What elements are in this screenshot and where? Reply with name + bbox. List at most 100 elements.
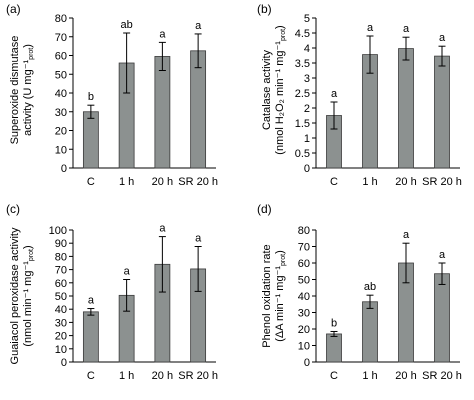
y-tick-label: 60 bbox=[55, 278, 67, 290]
y-tick-label: 30 bbox=[55, 107, 67, 119]
significance-letter: a bbox=[124, 266, 131, 278]
x-tick-label: C bbox=[87, 176, 95, 188]
y-axis-label-line: Guaiacol peroxidase activity bbox=[9, 227, 21, 364]
x-tick-label: 20 h bbox=[152, 370, 173, 382]
y-tick-label: 4.5 bbox=[295, 28, 310, 40]
y-axis-label-line: Superoxide dismutase bbox=[9, 36, 21, 145]
y-axis-label-line: activity (U mg⁻¹prot) bbox=[22, 44, 35, 136]
y-tick-label: 70 bbox=[55, 32, 67, 44]
y-tick-label: 50 bbox=[55, 69, 67, 81]
y-tick-label: 80 bbox=[55, 13, 67, 25]
y-tick-label: 4 bbox=[304, 43, 310, 55]
x-tick-label: 20 h bbox=[152, 176, 173, 188]
y-tick-label: 20 bbox=[55, 331, 67, 343]
y-tick-label: 2 bbox=[304, 103, 310, 115]
x-tick-label: C bbox=[330, 176, 338, 188]
y-tick-label: 10 bbox=[298, 341, 310, 353]
y-tick-label: 10 bbox=[55, 344, 67, 356]
y-tick-label: 1 bbox=[304, 133, 310, 145]
chart-panel-1: (a) 0 10 20 30 40 50 60 70 80 b Cab 1 h a 20 h a SR 20 h… bbox=[6, 2, 218, 188]
significance-letter: a bbox=[195, 20, 202, 32]
y-tick-label: 50 bbox=[55, 291, 67, 303]
bar bbox=[326, 333, 342, 363]
y-tick-label: 60 bbox=[55, 51, 67, 63]
bar bbox=[398, 48, 414, 169]
y-tick-label: 20 bbox=[55, 126, 67, 138]
x-tick-label: SR 20 h bbox=[178, 176, 218, 188]
significance-letter: b bbox=[331, 317, 337, 329]
bar bbox=[434, 55, 450, 169]
panel-label: (a) bbox=[6, 2, 21, 16]
chart-panel-4: (d) 0 10 20 30 40 50 60 70 80 b Cab 1 h a 20 h a SR 20 h… bbox=[257, 202, 462, 382]
significance-letter: ab bbox=[121, 19, 133, 31]
y-tick-label: 40 bbox=[55, 88, 67, 100]
y-tick-label: 3 bbox=[304, 73, 310, 85]
y-tick-label: 10 bbox=[55, 144, 67, 156]
bar bbox=[362, 301, 378, 363]
panel-label: (c) bbox=[6, 202, 20, 216]
y-tick-label: 5 bbox=[304, 13, 310, 25]
y-tick-label: 60 bbox=[298, 258, 310, 270]
y-tick-label: 3.5 bbox=[295, 58, 310, 70]
panel-label: (b) bbox=[257, 2, 272, 16]
significance-letter: a bbox=[88, 295, 95, 307]
y-tick-label: 1.5 bbox=[295, 118, 310, 130]
y-tick-label: 80 bbox=[55, 251, 67, 263]
y-tick-label: 20 bbox=[298, 324, 310, 336]
x-tick-label: SR 20 h bbox=[422, 370, 462, 382]
x-tick-label: SR 20 h bbox=[178, 370, 218, 382]
significance-letter: a bbox=[403, 23, 410, 35]
significance-letter: b bbox=[88, 91, 94, 103]
y-tick-label: 2.5 bbox=[295, 88, 310, 100]
y-tick-label: 0 bbox=[61, 357, 67, 369]
x-tick-label: 20 h bbox=[395, 176, 416, 188]
y-tick-label: 70 bbox=[55, 265, 67, 277]
significance-letter: a bbox=[331, 88, 338, 100]
y-tick-label: 40 bbox=[298, 291, 310, 303]
x-tick-label: 20 h bbox=[395, 370, 416, 382]
significance-letter: a bbox=[439, 32, 446, 44]
y-axis-label-line: (ΔA min⁻¹ mg⁻¹prot) bbox=[274, 250, 287, 342]
x-tick-label: 1 h bbox=[362, 370, 377, 382]
y-tick-label: 50 bbox=[298, 275, 310, 287]
significance-letter: a bbox=[439, 249, 446, 261]
y-tick-label: 80 bbox=[298, 225, 310, 237]
bar bbox=[154, 56, 171, 169]
y-tick-label: 90 bbox=[55, 238, 67, 250]
y-tick-label: 0 bbox=[304, 357, 310, 369]
significance-letter: a bbox=[367, 22, 374, 34]
bar bbox=[434, 273, 450, 363]
significance-letter: ab bbox=[364, 281, 376, 293]
x-tick-label: C bbox=[330, 370, 338, 382]
x-tick-label: SR 20 h bbox=[422, 176, 462, 188]
y-tick-label: 70 bbox=[298, 242, 310, 254]
y-tick-label: 40 bbox=[55, 304, 67, 316]
y-axis-label-line: (nmol H₂O₂ min⁻¹ mg⁻¹prot) bbox=[274, 25, 287, 154]
y-axis-label-line: Phenol oxidation rate bbox=[261, 244, 273, 347]
significance-letter: a bbox=[195, 233, 202, 245]
x-tick-label: 1 h bbox=[119, 176, 134, 188]
y-tick-label: 0 bbox=[61, 163, 67, 175]
chart-panel-2: (b) 0 0.5 1 1.5 2 2.5 3 3.5 4 4.5 5 a Ca 1 h a 20 h a SR 2… bbox=[257, 2, 462, 188]
x-tick-label: 1 h bbox=[362, 176, 377, 188]
bar bbox=[82, 311, 99, 363]
significance-letter: a bbox=[159, 223, 166, 235]
x-tick-label: 1 h bbox=[119, 370, 134, 382]
y-tick-label: 100 bbox=[49, 225, 67, 237]
panel-label: (d) bbox=[257, 202, 272, 216]
y-tick-label: 0.5 bbox=[295, 148, 310, 160]
significance-letter: a bbox=[159, 28, 166, 40]
x-tick-label: C bbox=[87, 370, 95, 382]
y-tick-label: 0 bbox=[304, 163, 310, 175]
significance-letter: a bbox=[403, 229, 410, 241]
y-tick-label: 30 bbox=[55, 317, 67, 329]
bar bbox=[190, 50, 207, 169]
y-tick-label: 30 bbox=[298, 308, 310, 320]
bar bbox=[82, 111, 99, 169]
y-axis-label-line: Catalase activity bbox=[261, 49, 273, 130]
y-axis-label-line: (nmol min⁻¹ mg⁻¹prot) bbox=[22, 245, 35, 346]
